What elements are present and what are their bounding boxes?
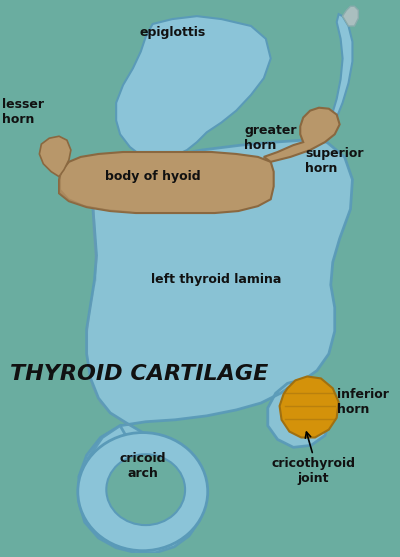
Polygon shape bbox=[79, 426, 205, 553]
Polygon shape bbox=[87, 177, 136, 428]
Polygon shape bbox=[280, 377, 339, 437]
Ellipse shape bbox=[78, 433, 208, 551]
Polygon shape bbox=[116, 16, 271, 160]
Polygon shape bbox=[180, 150, 215, 203]
Text: superior
horn: superior horn bbox=[305, 147, 364, 175]
Text: THYROID CARTILAGE: THYROID CARTILAGE bbox=[10, 364, 268, 384]
Polygon shape bbox=[59, 172, 136, 213]
Text: cricothyroid
joint: cricothyroid joint bbox=[271, 457, 355, 485]
Text: inferior
horn: inferior horn bbox=[337, 388, 388, 416]
Text: cricoid
arch: cricoid arch bbox=[120, 452, 166, 480]
Text: greater
horn: greater horn bbox=[244, 124, 297, 153]
Polygon shape bbox=[264, 108, 340, 162]
Text: left thyroid lamina: left thyroid lamina bbox=[151, 273, 282, 286]
Polygon shape bbox=[323, 14, 352, 142]
Ellipse shape bbox=[106, 454, 185, 525]
Text: epiglottis: epiglottis bbox=[139, 26, 206, 39]
Polygon shape bbox=[79, 140, 352, 550]
Polygon shape bbox=[59, 152, 274, 213]
Text: body of hyoid: body of hyoid bbox=[105, 170, 200, 183]
Text: lesser
horn: lesser horn bbox=[2, 98, 44, 126]
Polygon shape bbox=[39, 136, 71, 177]
Polygon shape bbox=[342, 6, 358, 26]
